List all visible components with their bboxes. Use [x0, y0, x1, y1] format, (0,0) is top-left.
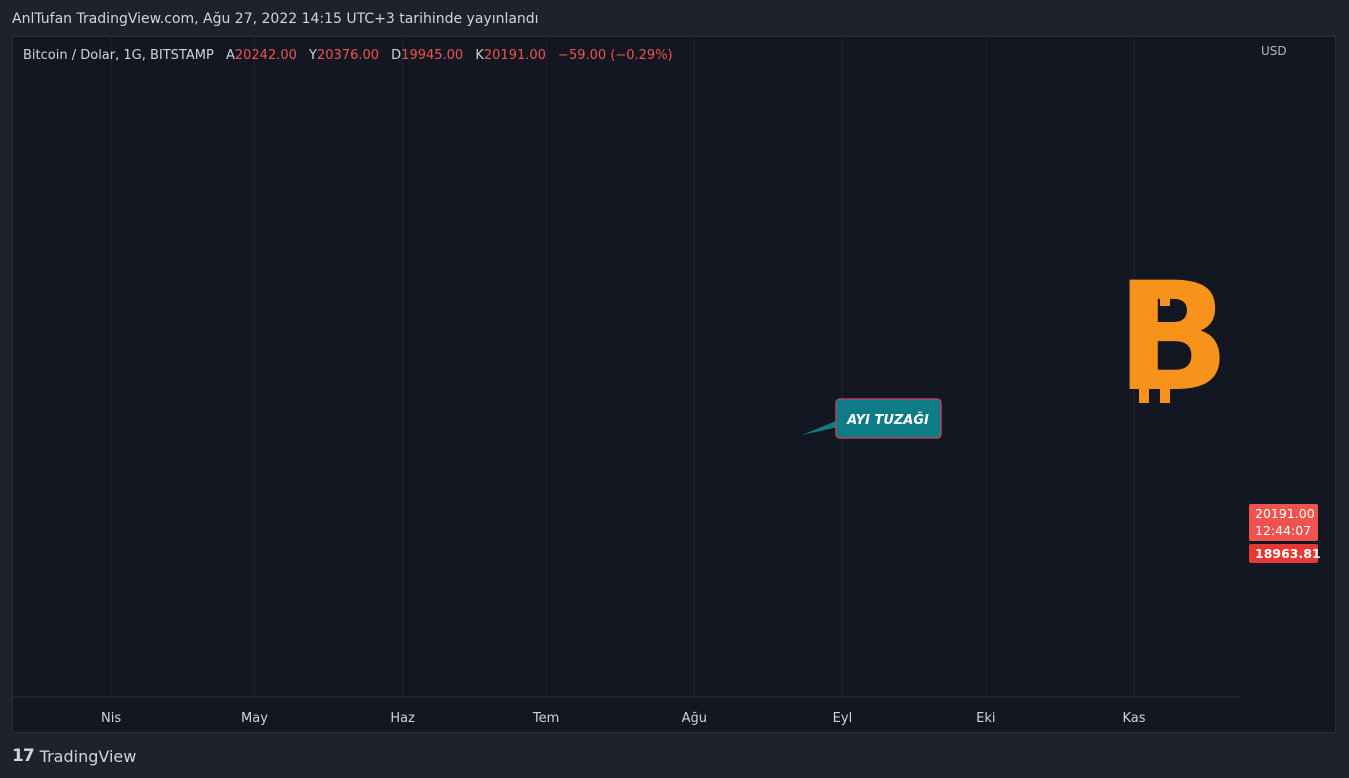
support-price-tag: 18963.81	[1249, 544, 1321, 563]
x-tick-label: Haz	[390, 711, 415, 726]
legend: Bitcoin / Dolar, 1G, BITSTAMP A20242.00 …	[23, 48, 673, 63]
callout-label: AYI TUZAĞI	[846, 412, 929, 428]
price-chart[interactable]: 52000.0047000.0043000.0039000.0035000.00…	[13, 37, 1336, 733]
currency-label: USD	[1261, 44, 1287, 58]
x-tick-label: May	[241, 711, 268, 726]
legend-low: 19945.00	[401, 48, 463, 63]
x-tick-label: Eki	[976, 711, 995, 726]
x-tick-label: Tem	[532, 711, 559, 726]
grid: 52000.0047000.0043000.0039000.0035000.00…	[13, 37, 1241, 726]
legend-symbol: Bitcoin / Dolar, 1G, BITSTAMP	[23, 48, 214, 63]
svg-text:B: B	[1116, 251, 1230, 425]
legend-close: 20191.00	[484, 48, 546, 63]
countdown: 12:44:07	[1255, 523, 1311, 538]
x-tick-label: Ağu	[682, 711, 707, 726]
current-price-tag: 20191.00 12:44:07	[1249, 504, 1318, 541]
current-price: 20191.00	[1255, 506, 1315, 521]
legend-high: 20376.00	[317, 48, 379, 63]
publish-line: AnlTufan TradingView.com, Ağu 27, 2022 1…	[12, 11, 539, 27]
legend-open: 20242.00	[235, 48, 297, 63]
chart-panel[interactable]: 52000.0047000.0043000.0039000.0035000.00…	[12, 36, 1336, 733]
x-tick-label: Kas	[1122, 711, 1145, 726]
brand-name: TradingView	[39, 746, 137, 766]
legend-change: −59.00 (−0.29%)	[558, 48, 673, 63]
tradingview-logo-icon: 17	[12, 746, 35, 766]
footer-brand: 17 TradingView	[12, 746, 136, 766]
x-tick-label: Nis	[101, 711, 121, 726]
support-price: 18963.81	[1255, 546, 1321, 561]
ayi-tuzagi-callout: AYI TUZAĞI	[802, 398, 942, 439]
bitcoin-icon: B	[1116, 251, 1230, 425]
x-tick-label: Eyl	[833, 711, 853, 726]
